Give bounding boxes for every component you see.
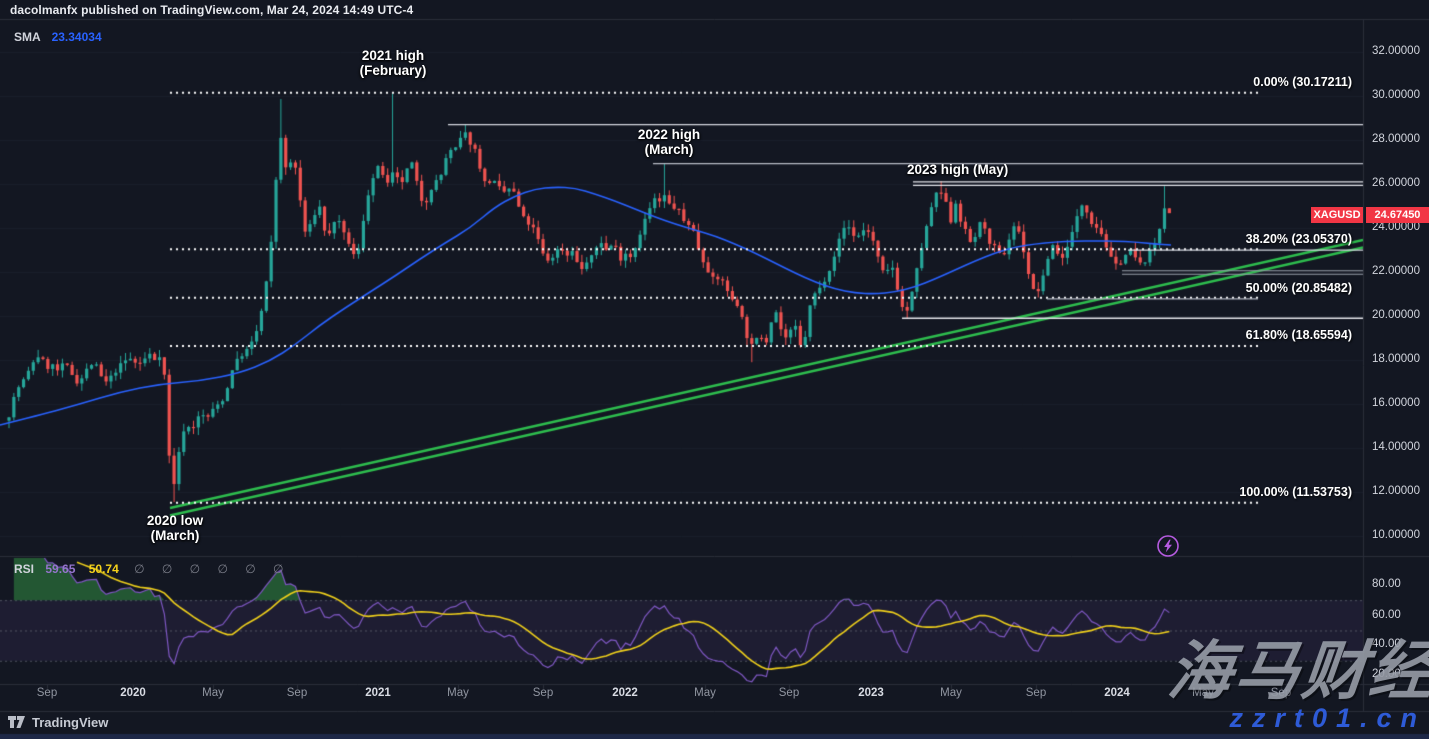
time-axis-label: 2022 (612, 687, 638, 699)
price-axis-label: 10.00000 (1372, 529, 1420, 541)
annotation-high-2021: 2021 high (February) (359, 48, 427, 78)
time-axis-label: Sep (778, 687, 800, 699)
sma-legend-value: 23.34034 (51, 30, 102, 44)
time-axis-label: May (447, 687, 469, 699)
price-axis-label: 24.00000 (1372, 221, 1420, 233)
watermark-site: zzrt01.cn (1229, 703, 1426, 733)
fib-level-label: 0.00% (30.17211) (1253, 75, 1352, 89)
tradingview-brand-label: TradingView (32, 715, 109, 730)
rsi-legend[interactable]: RSI 59.65 50.74 ∅ ∅ ∅ ∅ ∅ ∅ (14, 562, 291, 576)
price-axis-label: 20.00000 (1372, 309, 1420, 321)
annotation-high-2022: 2022 high (March) (637, 127, 701, 157)
time-axis-label: 2023 (858, 687, 884, 699)
time-axis-label: May (1192, 687, 1214, 699)
rsi-axis-label: 20.00 (1372, 668, 1401, 680)
price-axis-label: 28.00000 (1372, 133, 1420, 145)
annotation-high-2023: 2023 high (May) (907, 162, 1009, 177)
time-axis-label: Sep (286, 687, 308, 699)
fib-level-label: 38.20% (23.05370) (1245, 232, 1352, 246)
price-axis-label: 18.00000 (1372, 353, 1420, 365)
time-axis-label: Sep (1025, 687, 1047, 699)
lightning-icon (1157, 535, 1179, 557)
fib-level-label: 100.00% (11.53753) (1239, 485, 1352, 499)
time-axis-label: Sep (1270, 687, 1292, 699)
price-axis-label: 16.00000 (1372, 397, 1420, 409)
price-axis-label: 32.00000 (1372, 45, 1420, 57)
price-axis-label: 12.00000 (1372, 485, 1420, 497)
annotation-low-2020: 2020 low (March) (146, 513, 204, 543)
time-axis-label: Sep (532, 687, 554, 699)
rsi-value: 59.65 (45, 562, 76, 576)
tradingview-logo-icon (8, 716, 25, 728)
boost-button[interactable] (1156, 534, 1180, 558)
rsi-axis-label: 40.00 (1372, 638, 1401, 650)
watermark-cjk: 海马财经 (1164, 635, 1429, 707)
symbol-label: XAGUSD (1311, 207, 1363, 223)
time-axis-label: May (202, 687, 224, 699)
sma-legend[interactable]: SMA 23.34034 (14, 30, 102, 44)
last-price-label: 24.67450 (1366, 207, 1429, 223)
price-axis-label: 22.00000 (1372, 265, 1420, 277)
time-axis-label: 2021 (365, 687, 391, 699)
rsi-axis-label: 80.00 (1372, 578, 1401, 590)
fib-level-label: 50.00% (20.85482) (1245, 281, 1352, 295)
time-axis-label: Sep (36, 687, 58, 699)
attribution-bar: dacolmanfx published on TradingView.com,… (10, 3, 414, 17)
fib-level-label: 61.80% (18.65594) (1245, 328, 1352, 342)
rsi-legend-label: RSI (14, 562, 35, 576)
rsi-axis-label: 60.00 (1372, 609, 1401, 621)
sma-legend-label: SMA (14, 30, 41, 44)
price-axis-label: 14.00000 (1372, 441, 1420, 453)
rsi-hidden-values: ∅ ∅ ∅ ∅ ∅ ∅ (134, 562, 291, 576)
time-axis-label: 2020 (120, 687, 146, 699)
time-axis-label: 2024 (1104, 687, 1130, 699)
time-axis-label: May (940, 687, 962, 699)
rsi-ma-value: 50.74 (88, 562, 119, 576)
time-axis-label: May (694, 687, 716, 699)
price-axis-label: 30.00000 (1372, 89, 1420, 101)
tradingview-link[interactable]: TradingView (8, 715, 108, 730)
price-axis-label: 26.00000 (1372, 177, 1420, 189)
